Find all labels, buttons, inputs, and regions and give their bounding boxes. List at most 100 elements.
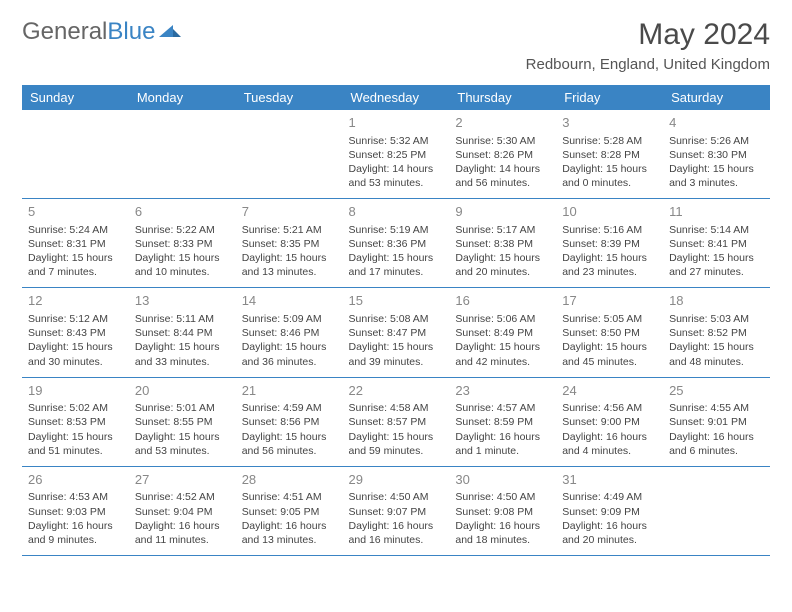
sunset-line: Sunset: 8:52 PM [669, 326, 764, 340]
day-number: 12 [28, 292, 123, 310]
sunrise-line: Sunrise: 5:17 AM [455, 223, 550, 237]
calendar-day: 27Sunrise: 4:52 AMSunset: 9:04 PMDayligh… [129, 466, 236, 555]
daylight-line: Daylight: 14 hours and 56 minutes. [455, 162, 550, 190]
calendar-week: 1Sunrise: 5:32 AMSunset: 8:25 PMDaylight… [22, 110, 770, 199]
calendar-day: 18Sunrise: 5:03 AMSunset: 8:52 PMDayligh… [663, 288, 770, 377]
sunset-line: Sunset: 9:04 PM [135, 505, 230, 519]
day-number: 3 [562, 114, 657, 132]
calendar-day: 4Sunrise: 5:26 AMSunset: 8:30 PMDaylight… [663, 110, 770, 199]
sunset-line: Sunset: 8:47 PM [349, 326, 444, 340]
daylight-line: Daylight: 15 hours and 13 minutes. [242, 251, 337, 279]
header-right: May 2024 Redbourn, England, United Kingd… [526, 18, 770, 73]
calendar-day: 16Sunrise: 5:06 AMSunset: 8:49 PMDayligh… [449, 288, 556, 377]
calendar-day: 14Sunrise: 5:09 AMSunset: 8:46 PMDayligh… [236, 288, 343, 377]
sunset-line: Sunset: 8:53 PM [28, 415, 123, 429]
sunset-line: Sunset: 8:41 PM [669, 237, 764, 251]
daylight-line: Daylight: 15 hours and 23 minutes. [562, 251, 657, 279]
sunset-line: Sunset: 8:50 PM [562, 326, 657, 340]
sunset-line: Sunset: 8:44 PM [135, 326, 230, 340]
day-number: 4 [669, 114, 764, 132]
day-header-row: SundayMondayTuesdayWednesdayThursdayFrid… [22, 85, 770, 110]
sunrise-line: Sunrise: 5:26 AM [669, 134, 764, 148]
sunrise-line: Sunrise: 5:24 AM [28, 223, 123, 237]
sunset-line: Sunset: 9:09 PM [562, 505, 657, 519]
sunset-line: Sunset: 8:25 PM [349, 148, 444, 162]
day-number: 29 [349, 471, 444, 489]
calendar-day: 30Sunrise: 4:50 AMSunset: 9:08 PMDayligh… [449, 466, 556, 555]
sunrise-line: Sunrise: 5:03 AM [669, 312, 764, 326]
sunset-line: Sunset: 9:00 PM [562, 415, 657, 429]
sunset-line: Sunset: 8:39 PM [562, 237, 657, 251]
sunrise-line: Sunrise: 5:21 AM [242, 223, 337, 237]
daylight-line: Daylight: 16 hours and 4 minutes. [562, 430, 657, 458]
sunset-line: Sunset: 8:38 PM [455, 237, 550, 251]
sunset-line: Sunset: 9:08 PM [455, 505, 550, 519]
sunrise-line: Sunrise: 5:11 AM [135, 312, 230, 326]
daylight-line: Daylight: 15 hours and 39 minutes. [349, 340, 444, 368]
sunset-line: Sunset: 8:35 PM [242, 237, 337, 251]
sunrise-line: Sunrise: 5:19 AM [349, 223, 444, 237]
day-number: 2 [455, 114, 550, 132]
day-number: 21 [242, 382, 337, 400]
daylight-line: Daylight: 16 hours and 20 minutes. [562, 519, 657, 547]
daylight-line: Daylight: 16 hours and 16 minutes. [349, 519, 444, 547]
sunrise-line: Sunrise: 4:59 AM [242, 401, 337, 415]
daylight-line: Daylight: 15 hours and 0 minutes. [562, 162, 657, 190]
day-header: Tuesday [236, 85, 343, 110]
day-number: 5 [28, 203, 123, 221]
calendar-day-empty [129, 110, 236, 199]
day-header: Wednesday [343, 85, 450, 110]
sunset-line: Sunset: 8:26 PM [455, 148, 550, 162]
day-number: 14 [242, 292, 337, 310]
sunrise-line: Sunrise: 5:06 AM [455, 312, 550, 326]
day-number: 9 [455, 203, 550, 221]
calendar-day: 28Sunrise: 4:51 AMSunset: 9:05 PMDayligh… [236, 466, 343, 555]
sunrise-line: Sunrise: 5:30 AM [455, 134, 550, 148]
daylight-line: Daylight: 15 hours and 17 minutes. [349, 251, 444, 279]
calendar-day: 1Sunrise: 5:32 AMSunset: 8:25 PMDaylight… [343, 110, 450, 199]
sunset-line: Sunset: 9:01 PM [669, 415, 764, 429]
calendar-day: 23Sunrise: 4:57 AMSunset: 8:59 PMDayligh… [449, 377, 556, 466]
calendar-day: 11Sunrise: 5:14 AMSunset: 8:41 PMDayligh… [663, 199, 770, 288]
sunrise-line: Sunrise: 4:58 AM [349, 401, 444, 415]
daylight-line: Daylight: 14 hours and 53 minutes. [349, 162, 444, 190]
day-header: Saturday [663, 85, 770, 110]
calendar-day: 5 Sunrise: 5:24 AMSunset: 8:31 PMDaylight… [22, 199, 129, 288]
calendar-week: 19Sunrise: 5:02 AMSunset: 8:53 PMDayligh… [22, 377, 770, 466]
calendar-day: 31Sunrise: 4:49 AMSunset: 9:09 PMDayligh… [556, 466, 663, 555]
calendar-day: 20Sunrise: 5:01 AMSunset: 8:55 PMDayligh… [129, 377, 236, 466]
day-number: 27 [135, 471, 230, 489]
day-number: 18 [669, 292, 764, 310]
sunrise-line: Sunrise: 4:49 AM [562, 490, 657, 504]
sunrise-line: Sunrise: 5:02 AM [28, 401, 123, 415]
calendar-day: 9 Sunrise: 5:17 AMSunset: 8:38 PMDaylight… [449, 199, 556, 288]
sunrise-line: Sunrise: 5:12 AM [28, 312, 123, 326]
day-number: 16 [455, 292, 550, 310]
sunrise-line: Sunrise: 4:55 AM [669, 401, 764, 415]
calendar-day: 21Sunrise: 4:59 AMSunset: 8:56 PMDayligh… [236, 377, 343, 466]
calendar-day: 13Sunrise: 5:11 AMSunset: 8:44 PMDayligh… [129, 288, 236, 377]
day-number: 17 [562, 292, 657, 310]
day-header: Thursday [449, 85, 556, 110]
calendar-day: 26Sunrise: 4:53 AMSunset: 9:03 PMDayligh… [22, 466, 129, 555]
day-number: 22 [349, 382, 444, 400]
sunset-line: Sunset: 8:33 PM [135, 237, 230, 251]
day-number: 8 [349, 203, 444, 221]
calendar-day-empty [22, 110, 129, 199]
sunset-line: Sunset: 9:03 PM [28, 505, 123, 519]
daylight-line: Daylight: 15 hours and 45 minutes. [562, 340, 657, 368]
calendar: SundayMondayTuesdayWednesdayThursdayFrid… [22, 85, 770, 556]
day-header: Friday [556, 85, 663, 110]
daylight-line: Daylight: 15 hours and 59 minutes. [349, 430, 444, 458]
daylight-line: Daylight: 15 hours and 20 minutes. [455, 251, 550, 279]
daylight-line: Daylight: 15 hours and 3 minutes. [669, 162, 764, 190]
day-number: 13 [135, 292, 230, 310]
month-title: May 2024 [526, 18, 770, 52]
daylight-line: Daylight: 15 hours and 36 minutes. [242, 340, 337, 368]
calendar-day: 2 Sunrise: 5:30 AMSunset: 8:26 PMDaylight… [449, 110, 556, 199]
calendar-day: 8Sunrise: 5:19 AMSunset: 8:36 PMDaylight… [343, 199, 450, 288]
sunrise-line: Sunrise: 5:01 AM [135, 401, 230, 415]
daylight-line: Daylight: 15 hours and 7 minutes. [28, 251, 123, 279]
sunset-line: Sunset: 8:31 PM [28, 237, 123, 251]
sunset-line: Sunset: 9:07 PM [349, 505, 444, 519]
